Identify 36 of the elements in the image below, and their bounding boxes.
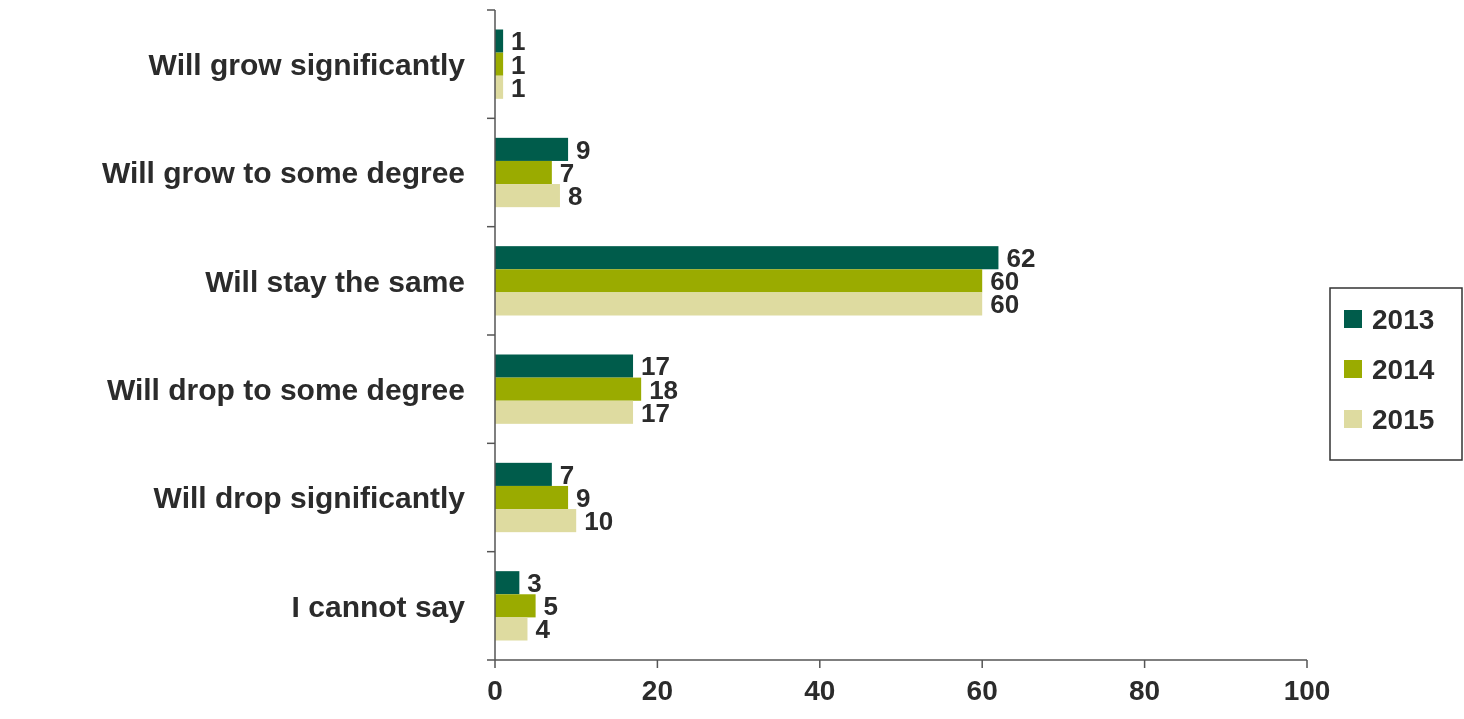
- data-label: 60: [990, 289, 1020, 320]
- y-tick-label: Will stay the same: [205, 264, 465, 298]
- x-tick-label: 100: [1283, 675, 1331, 706]
- bar: [495, 509, 577, 533]
- bar: [495, 400, 634, 424]
- bar: [495, 594, 536, 618]
- data-label: 7: [559, 459, 575, 490]
- x-tick-label: 0: [487, 675, 503, 706]
- y-tick-label: Will drop significantly: [153, 481, 466, 515]
- data-label: 4: [535, 614, 551, 645]
- x-tick-label: 60: [966, 675, 998, 706]
- bar: [495, 354, 634, 378]
- bar: [495, 160, 552, 185]
- legend-label: 2015: [1372, 404, 1435, 436]
- y-tick-label: Will drop to some degree: [106, 372, 465, 406]
- bar: [495, 269, 983, 293]
- legend-label: 2013: [1372, 304, 1435, 336]
- x-tick-label: 20: [641, 675, 673, 706]
- data-label: 9: [576, 482, 591, 513]
- x-tick-label: 80: [1129, 675, 1161, 706]
- bar: [495, 617, 528, 641]
- bar: [495, 571, 520, 595]
- y-tick-label: Will grow significantly: [148, 47, 466, 81]
- legend-label: 2014: [1372, 354, 1435, 386]
- y-tick-label: I cannot say: [291, 589, 466, 623]
- y-tick-label: Will grow to some degree: [101, 156, 465, 190]
- bar: [495, 485, 569, 510]
- bar: [495, 246, 999, 270]
- bar: [495, 377, 642, 401]
- bar: [495, 462, 552, 486]
- data-label: 3: [527, 568, 542, 599]
- bar: [495, 292, 983, 316]
- x-tick-label: 40: [804, 675, 836, 706]
- bar: [495, 184, 560, 208]
- bar: [495, 137, 569, 161]
- data-label: 9: [576, 134, 591, 165]
